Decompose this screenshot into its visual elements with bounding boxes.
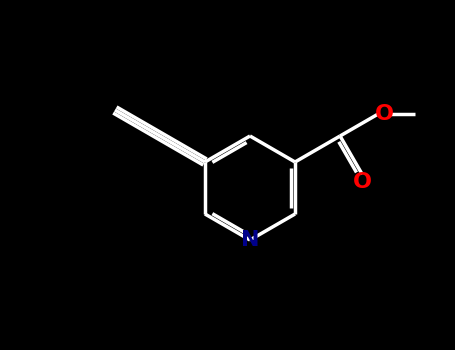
Text: O: O bbox=[353, 172, 372, 192]
Text: O: O bbox=[375, 104, 394, 124]
Text: N: N bbox=[241, 230, 259, 250]
